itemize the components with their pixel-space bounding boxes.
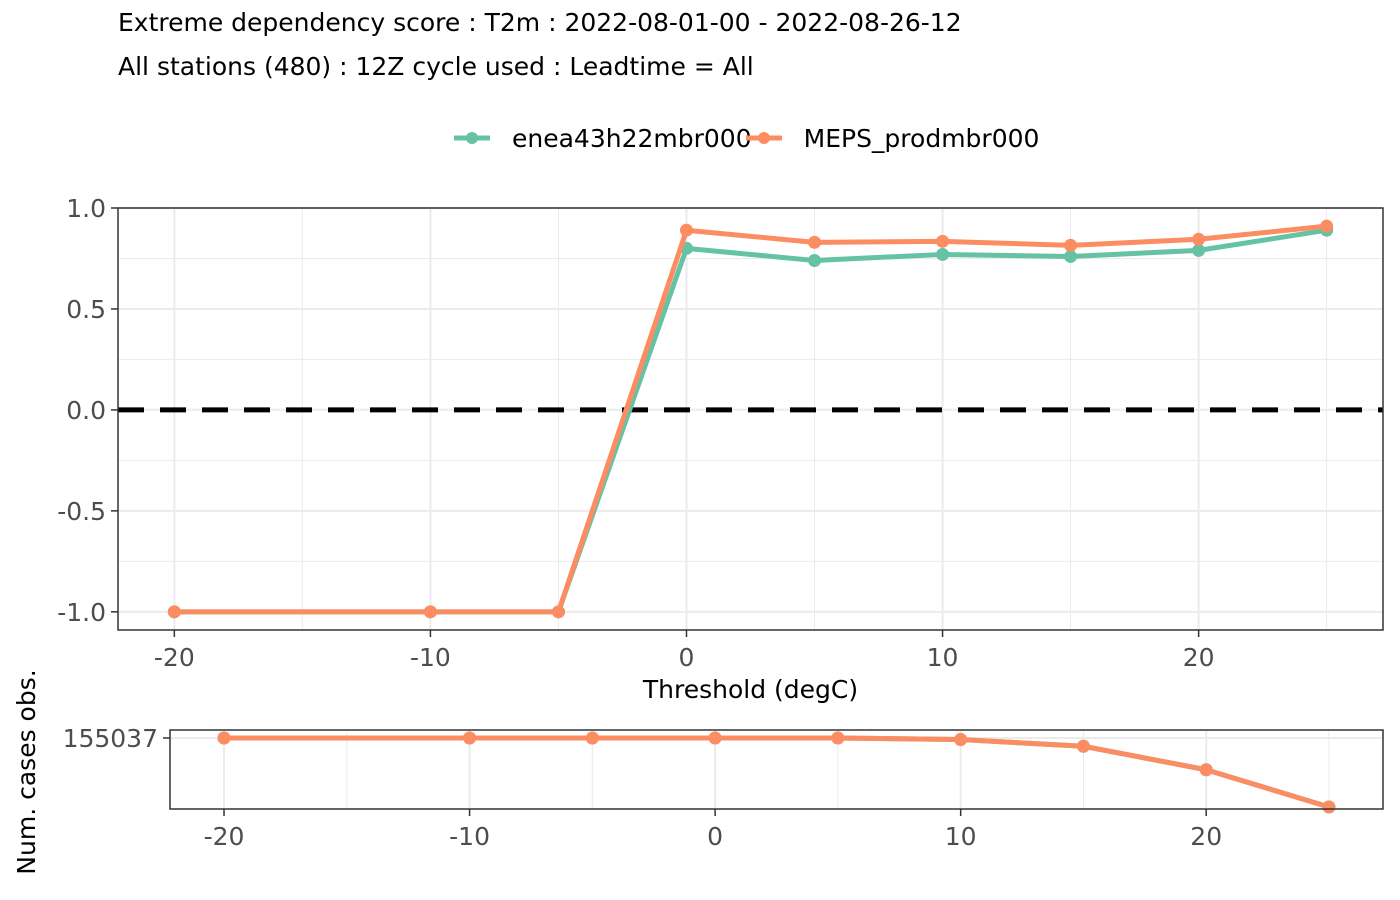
cases-line-0 (224, 735, 1330, 810)
x-tick-label: 10 (927, 643, 959, 672)
x-tick-label: -10 (449, 822, 490, 851)
x-tick-label: -20 (204, 822, 245, 851)
data-point-0-7 (1192, 243, 1206, 257)
data-point-0-4 (808, 253, 822, 267)
cases-point-1-6 (1076, 739, 1090, 753)
y-axis-title: Num. cases obs. (12, 669, 41, 874)
y-tick-label: 0.5 (66, 295, 106, 324)
chart-subtitle: All stations (480) : 12Z cycle used : Le… (118, 52, 754, 81)
x-tick-label: 10 (945, 822, 977, 851)
cases-panel: 155037 -20 -10 0 10 20 Num. cases obs. (12, 669, 1384, 875)
legend-key-enea (454, 132, 490, 144)
data-point-1-1 (423, 605, 437, 619)
y-tick-label: 0.0 (66, 396, 106, 425)
legend: enea43h22mbr000 MEPS_prodmbr000 (450, 118, 1039, 158)
x-tick-label: 0 (707, 822, 723, 851)
legend-label-enea: enea43h22mbr000 (512, 123, 752, 153)
cases-point-1-4 (831, 731, 845, 745)
series-line-0 (174, 227, 1328, 615)
cases-line-1 (224, 735, 1330, 810)
cases-panel-border (169, 729, 1384, 810)
legend-label-meps: MEPS_prodmbr000 (803, 123, 1040, 153)
data-point-1-8 (1320, 219, 1334, 233)
data-point-0-6 (1064, 249, 1078, 263)
cases-point-1-5 (954, 733, 968, 747)
series-line-1 (174, 223, 1327, 615)
data-point-1-3 (679, 223, 693, 237)
x-tick-label: -20 (154, 643, 195, 672)
main-panel: 1.0 0.5 0.0 -0.5 -1.0 -20 -10 0 10 20 Threshold (d… (57, 194, 1384, 704)
data-point-1-2 (551, 605, 565, 619)
data-point-1-5 (936, 234, 950, 248)
chart-title: Extreme dependency score : T2m : 2022-08… (118, 8, 962, 37)
y-tick-label: 155037 (63, 724, 158, 753)
data-point-1-0 (167, 605, 181, 619)
x-axis-title: Threshold (degC) (642, 675, 858, 704)
cases-point-1-3 (708, 731, 722, 745)
cases-point-1-7 (1199, 763, 1213, 777)
main-panel-border (117, 207, 1384, 631)
cases-point-1-8 (1322, 800, 1336, 814)
cases-point-1-1 (463, 731, 477, 745)
legend-item-meps: MEPS_prodmbr000 (742, 123, 1040, 153)
x-tick-label: 20 (1190, 822, 1222, 851)
data-point-1-7 (1192, 232, 1206, 246)
x-tick-label: 20 (1183, 643, 1215, 672)
y-tick-label: -1.0 (57, 598, 106, 627)
cases-point-1-2 (585, 731, 599, 745)
legend-item-enea: enea43h22mbr000 (450, 123, 752, 153)
x-tick-label: -10 (410, 643, 451, 672)
y-tick-label: 1.0 (66, 194, 106, 223)
data-point-0-5 (936, 247, 950, 261)
cases-point-1-0 (217, 731, 231, 745)
data-point-1-6 (1064, 238, 1078, 252)
legend-key-meps (745, 132, 782, 144)
data-point-1-4 (808, 235, 822, 249)
x-tick-label: 0 (679, 643, 695, 672)
y-tick-label: -0.5 (57, 497, 106, 526)
